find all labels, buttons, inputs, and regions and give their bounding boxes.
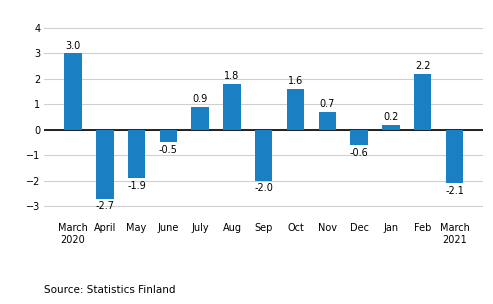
- Bar: [255, 130, 273, 181]
- Text: -0.5: -0.5: [159, 145, 178, 155]
- Text: 0.9: 0.9: [193, 94, 208, 104]
- Text: 2.2: 2.2: [415, 61, 430, 71]
- Text: 1.6: 1.6: [288, 77, 303, 86]
- Bar: [351, 130, 368, 145]
- Bar: [64, 54, 82, 130]
- Text: 3.0: 3.0: [66, 41, 81, 51]
- Text: -0.6: -0.6: [350, 147, 368, 157]
- Text: -1.9: -1.9: [127, 181, 146, 191]
- Bar: [287, 89, 304, 130]
- Text: -2.1: -2.1: [445, 186, 464, 196]
- Text: 0.2: 0.2: [383, 112, 398, 122]
- Bar: [414, 74, 431, 130]
- Bar: [160, 130, 177, 143]
- Bar: [318, 112, 336, 130]
- Bar: [128, 130, 145, 178]
- Text: 1.8: 1.8: [224, 71, 240, 81]
- Text: -2.7: -2.7: [95, 201, 114, 211]
- Text: 0.7: 0.7: [319, 99, 335, 109]
- Text: -2.0: -2.0: [254, 183, 273, 193]
- Text: Source: Statistics Finland: Source: Statistics Finland: [44, 285, 176, 295]
- Bar: [223, 84, 241, 130]
- Bar: [446, 130, 463, 183]
- Bar: [382, 125, 400, 130]
- Bar: [191, 107, 209, 130]
- Bar: [96, 130, 113, 199]
